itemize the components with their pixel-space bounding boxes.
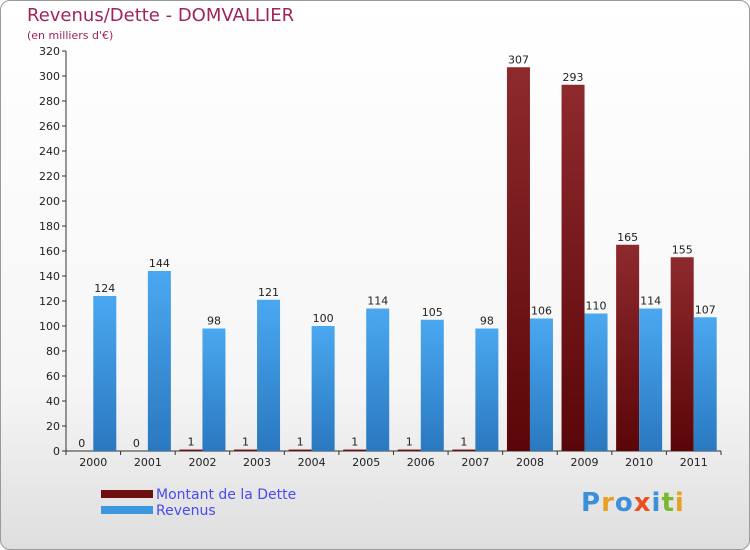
bar-revenus	[639, 308, 663, 451]
data-label: 121	[258, 286, 279, 299]
data-label: 307	[508, 53, 529, 66]
y-tick-label: 80	[46, 345, 60, 358]
y-tick-label: 20	[46, 420, 60, 433]
logo-letter: P	[581, 488, 602, 518]
legend-swatch-revenus	[101, 506, 153, 514]
bar-revenus	[584, 313, 608, 451]
y-tick-label: 260	[39, 120, 60, 133]
data-label: 155	[672, 243, 693, 256]
bar-revenus	[529, 318, 553, 451]
data-label: 293	[563, 71, 584, 84]
data-label: 1	[242, 436, 249, 449]
x-tick-label: 2005	[352, 456, 380, 469]
bar-revenus	[420, 319, 444, 451]
legend-label-dette: Montant de la Dette	[156, 487, 297, 503]
data-label: 114	[367, 295, 388, 308]
bar-dette	[670, 257, 694, 451]
chart-subtitle: (en milliers d'€)	[27, 29, 114, 42]
legend-label-revenus: Revenus	[156, 503, 216, 519]
x-tick-label: 2009	[571, 456, 599, 469]
data-label: 0	[78, 437, 85, 450]
bar-dette	[452, 449, 476, 451]
x-tick-label: 2008	[516, 456, 544, 469]
legend-swatch-dette	[101, 490, 153, 498]
x-tick-label: 2004	[298, 456, 326, 469]
bar-revenus	[257, 299, 281, 451]
x-tick-label: 2001	[134, 456, 162, 469]
proxiti-logo: Proxiti	[581, 488, 685, 518]
y-tick-label: 40	[46, 395, 60, 408]
bar-dette	[561, 84, 585, 451]
y-tick-label: 160	[39, 245, 60, 258]
y-tick-label: 280	[39, 95, 60, 108]
data-label: 144	[149, 257, 170, 270]
x-tick-label: 2000	[79, 456, 107, 469]
y-tick-label: 220	[39, 170, 60, 183]
data-label: 100	[313, 312, 334, 325]
bar-dette	[616, 244, 640, 451]
x-tick-label: 2007	[461, 456, 489, 469]
x-tick-label: 2011	[680, 456, 708, 469]
x-tick-label: 2002	[188, 456, 216, 469]
logo-letter: x	[633, 488, 652, 518]
data-label: 0	[133, 437, 140, 450]
bar-dette	[397, 449, 421, 451]
y-tick-label: 60	[46, 370, 60, 383]
data-label: 98	[480, 315, 494, 328]
y-tick-label: 0	[53, 445, 60, 458]
bar-dette	[234, 449, 258, 451]
data-label: 1	[406, 436, 413, 449]
data-label: 107	[695, 303, 716, 316]
legend-item-dette: Montant de la Dette	[1, 487, 401, 504]
logo-letter: i	[651, 488, 662, 518]
logo-letter: r	[601, 488, 615, 518]
x-tick-label: 2006	[407, 456, 435, 469]
bar-revenus	[147, 271, 171, 451]
logo-letter: t	[661, 488, 675, 518]
y-tick-label: 240	[39, 145, 60, 158]
chart-title: Revenus/Dette - DOMVALLIER	[27, 5, 295, 26]
y-tick-label: 140	[39, 270, 60, 283]
data-label: 1	[351, 436, 358, 449]
x-tick-label: 2010	[625, 456, 653, 469]
chart-data-labels: 0 124 0 144 1 98 1 121 1 100 1 114 1 105 1 98 307 106 293 1…	[78, 53, 715, 450]
data-label: 124	[94, 282, 115, 295]
y-tick-label: 300	[39, 70, 60, 83]
data-label: 106	[531, 305, 552, 318]
y-tick-label: 180	[39, 220, 60, 233]
bar-revenus	[311, 326, 335, 451]
y-tick-label: 320	[39, 45, 60, 58]
data-label: 110	[586, 300, 607, 313]
y-tick-label: 100	[39, 320, 60, 333]
bar-dette	[506, 67, 530, 451]
data-label: 98	[207, 315, 221, 328]
data-label: 105	[422, 306, 443, 319]
legend-item-revenus: Revenus	[1, 503, 401, 520]
bar-revenus	[366, 308, 390, 451]
bar-revenus	[93, 296, 117, 451]
bar-dette	[343, 449, 367, 451]
data-label: 114	[640, 295, 661, 308]
data-label: 165	[617, 231, 638, 244]
bar-revenus	[693, 317, 717, 451]
bar-dette	[179, 449, 203, 451]
chart-axes: 0204060801001201401601802002202402602803…	[39, 45, 722, 469]
logo-letter: i	[674, 488, 685, 518]
bar-revenus	[202, 328, 226, 451]
y-tick-label: 200	[39, 195, 60, 208]
logo-letter: o	[614, 488, 634, 518]
data-label: 1	[297, 436, 304, 449]
chart-bars	[93, 67, 717, 451]
y-tick-label: 120	[39, 295, 60, 308]
x-tick-label: 2003	[243, 456, 271, 469]
data-label: 1	[460, 436, 467, 449]
bar-revenus	[475, 328, 499, 451]
bar-dette	[288, 449, 312, 451]
data-label: 1	[187, 436, 194, 449]
